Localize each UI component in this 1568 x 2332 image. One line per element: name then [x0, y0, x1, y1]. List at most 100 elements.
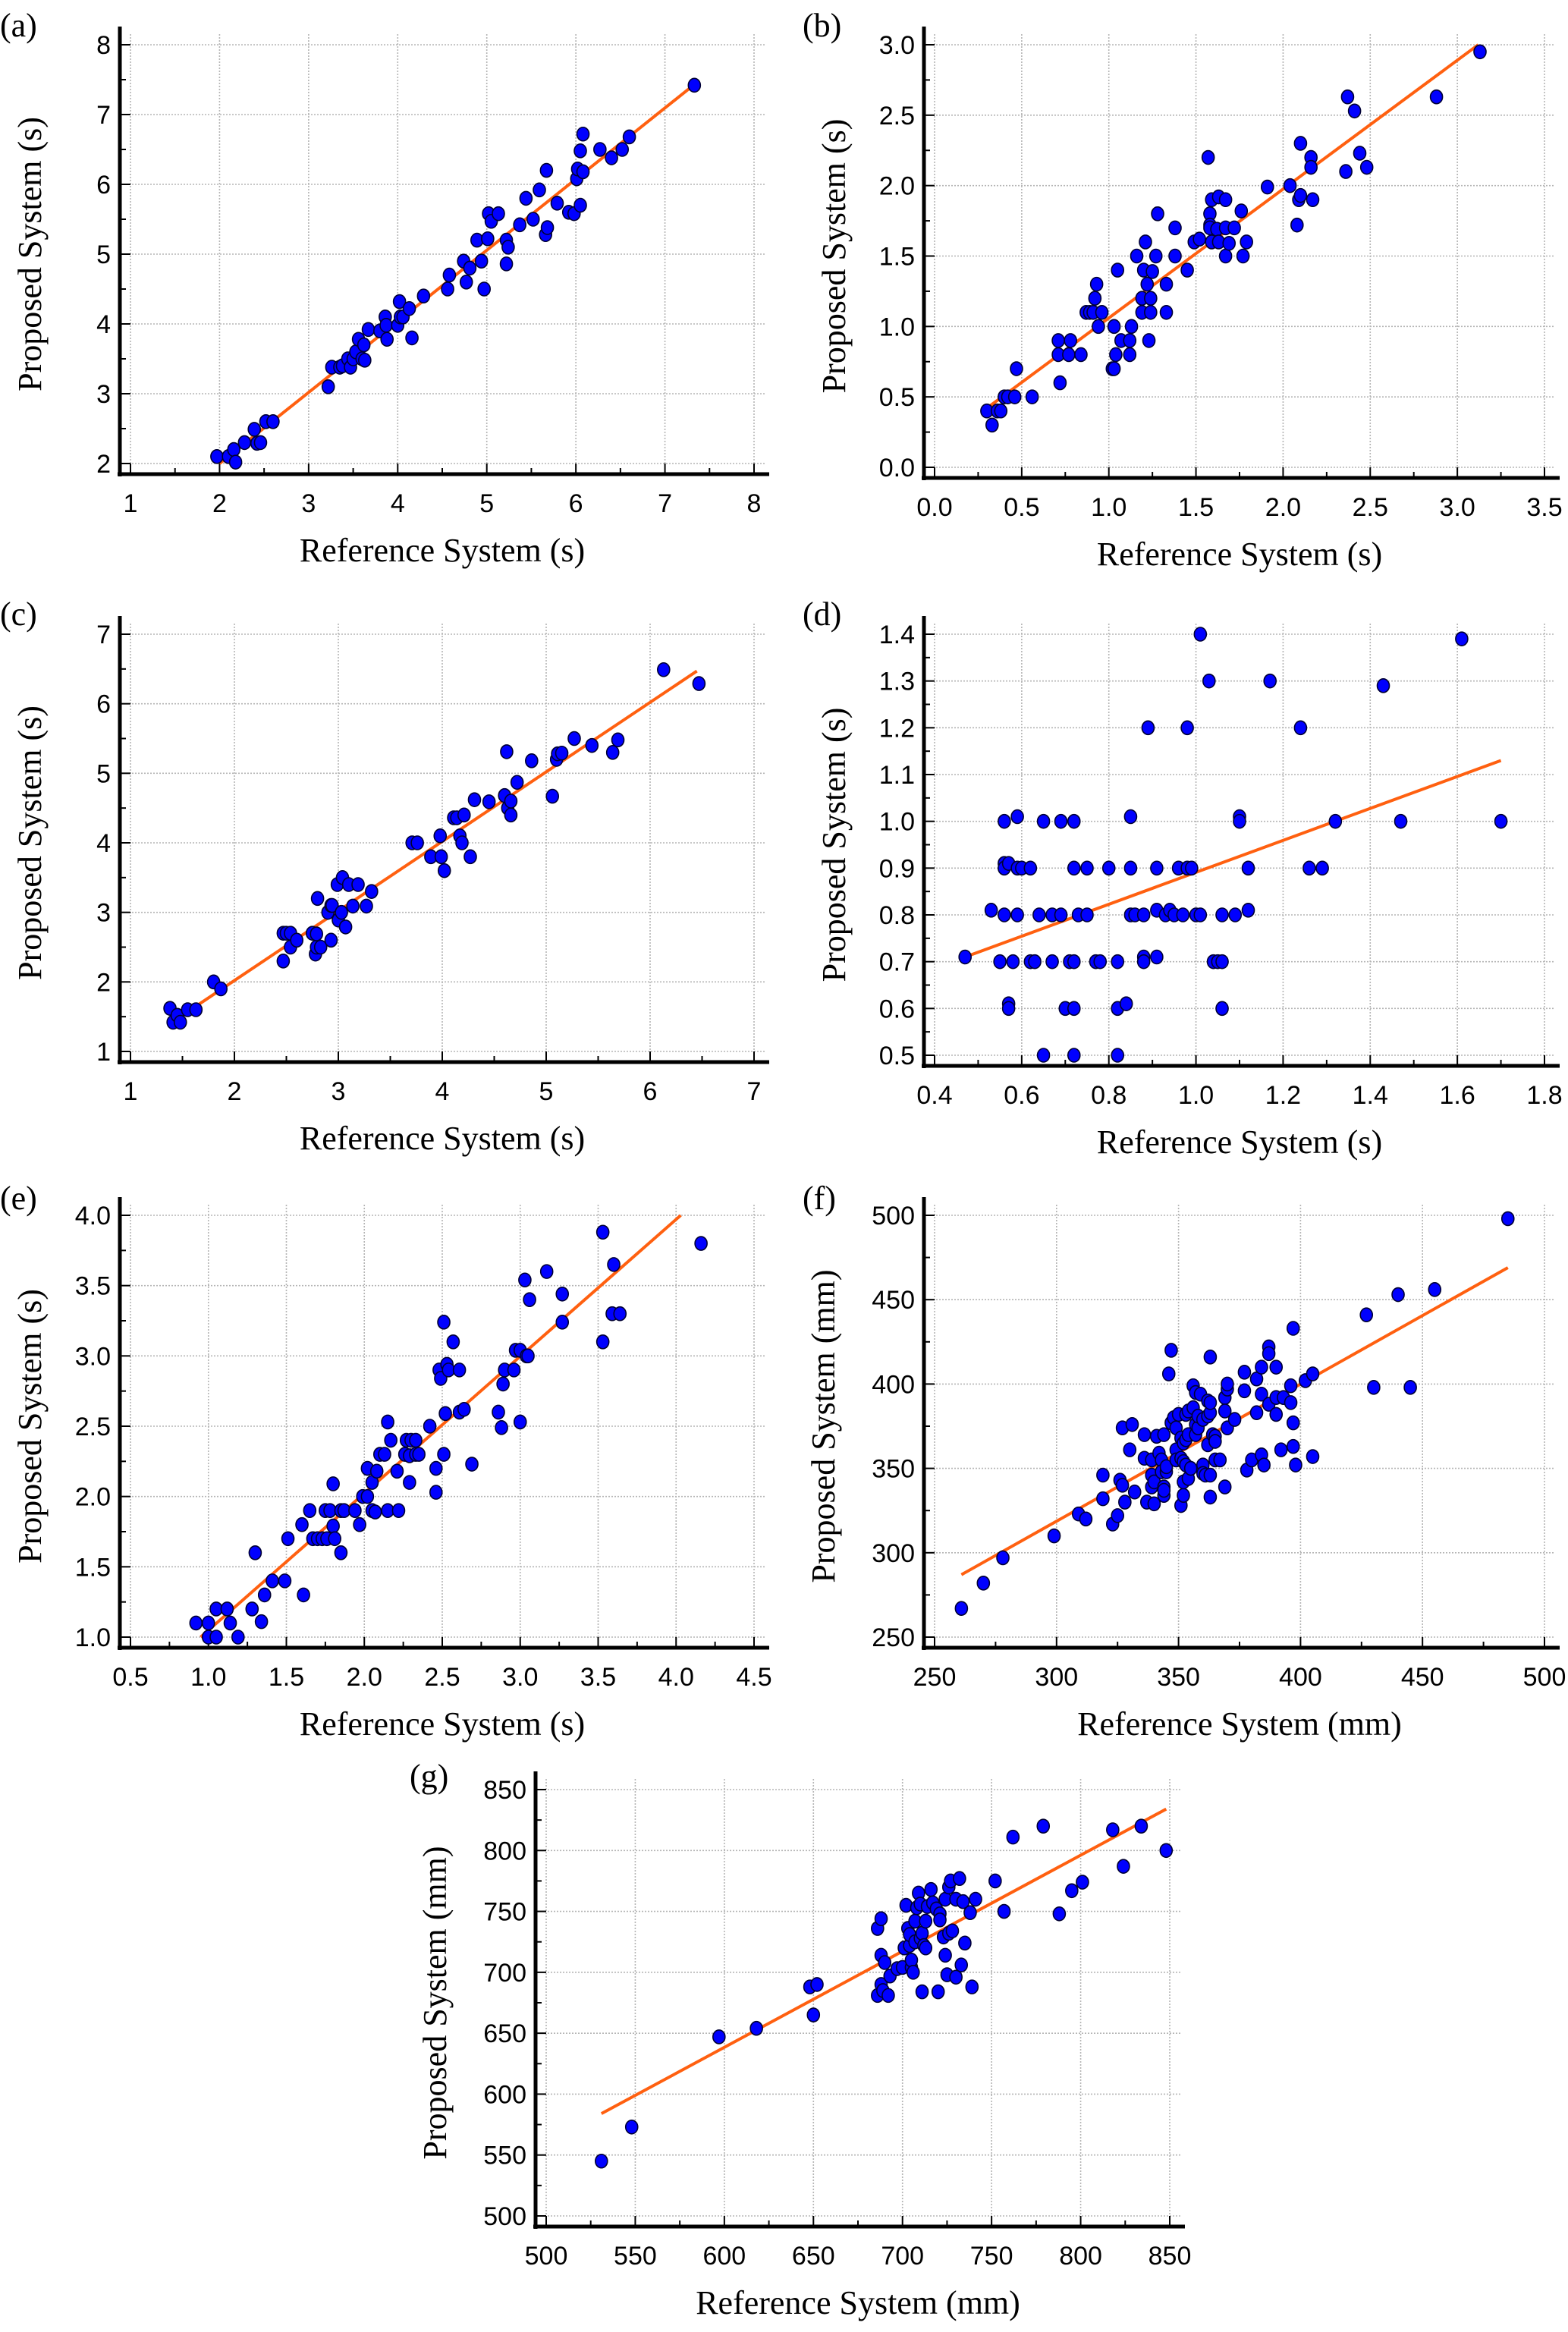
x-axis-title: Reference System (s)	[1097, 536, 1382, 573]
y-tick-label: 3	[96, 899, 111, 928]
data-point	[1074, 347, 1088, 363]
data-point	[459, 274, 473, 290]
x-tick-label: 5	[539, 1077, 554, 1106]
data-point	[248, 1545, 262, 1560]
data-point	[1141, 720, 1155, 736]
data-point	[1065, 1883, 1079, 1899]
data-point	[576, 126, 590, 142]
x-tick-label: 2.0	[1265, 493, 1301, 522]
x-axis-title: Reference System (s)	[300, 532, 585, 569]
data-point	[622, 129, 636, 145]
data-point	[1119, 996, 1133, 1011]
data-point	[996, 1550, 1010, 1566]
y-tick-label: 3.5	[75, 1272, 111, 1301]
data-point	[405, 330, 419, 346]
data-point	[1106, 1822, 1120, 1837]
y-tick-label: 450	[872, 1286, 915, 1315]
data-point	[201, 1615, 215, 1631]
x-tick-label: 4.0	[658, 1663, 694, 1692]
data-point	[1240, 234, 1253, 250]
data-point	[1283, 178, 1297, 193]
data-point	[1111, 1508, 1124, 1523]
data-point	[1260, 179, 1274, 195]
x-tick-label: 3.0	[1440, 493, 1475, 522]
data-point	[1092, 319, 1105, 335]
panel-label: (g)	[410, 1758, 448, 1795]
data-point	[1142, 333, 1156, 348]
y-axis-title: Proposed System (s)	[815, 708, 853, 982]
data-point	[1109, 347, 1123, 363]
data-point	[1221, 1376, 1234, 1392]
data-point	[521, 1348, 535, 1364]
data-point	[228, 454, 243, 470]
data-point	[1286, 1415, 1300, 1431]
panel-label: (d)	[803, 596, 841, 633]
data-point	[237, 435, 252, 451]
x-axis-title: Reference System (s)	[300, 1120, 585, 1157]
data-point	[360, 898, 373, 914]
x-tick-label: 0.4	[916, 1081, 952, 1110]
regression-line	[171, 669, 698, 1024]
data-point	[605, 150, 618, 165]
y-tick-label: 3	[96, 380, 111, 409]
y-tick-label: 4	[96, 310, 111, 339]
data-point	[465, 1457, 479, 1472]
x-tick-label: 700	[881, 2242, 924, 2271]
data-point	[687, 77, 702, 93]
data-point	[290, 932, 304, 948]
scatter-panel-d: 0.4 0.6 0.8 1.0 1.2 1.4 1.6 1.8 0.5 0.6 0.7 0.8 0.9 1…	[803, 596, 1563, 1161]
data-point	[1096, 1491, 1110, 1507]
data-point	[954, 1957, 969, 1973]
data-point	[985, 417, 999, 433]
data-point	[1429, 89, 1444, 105]
data-point	[357, 337, 371, 353]
data-point	[1123, 1442, 1137, 1457]
data-point	[1293, 136, 1308, 151]
data-point	[390, 1463, 404, 1479]
x-tick-label: 650	[792, 2242, 835, 2271]
panel-label: (a)	[0, 7, 37, 44]
data-point	[1118, 1494, 1132, 1510]
data-point	[949, 1969, 963, 1985]
data-point	[1340, 89, 1355, 105]
data-point	[381, 1414, 394, 1430]
data-point	[593, 142, 607, 157]
data-point	[1286, 1321, 1300, 1336]
data-point	[1159, 1843, 1174, 1859]
data-point	[945, 1923, 960, 1939]
scatter-panel-c: 1 2 3 4 5 6 7 1 2 3 4 5 6 7 Reference System (s) Propos…	[0, 596, 769, 1157]
data-point	[214, 981, 228, 997]
data-point	[525, 753, 539, 768]
data-point	[1304, 159, 1318, 175]
y-tick-label: 0.9	[879, 854, 915, 883]
data-point	[442, 267, 457, 283]
y-tick-label: 2.5	[879, 102, 915, 130]
data-point	[1293, 720, 1308, 736]
x-tick-label: 6	[643, 1077, 658, 1106]
y-tick-label: 850	[483, 1776, 526, 1805]
data-point	[1025, 389, 1039, 404]
data-point	[998, 813, 1011, 829]
data-point	[1203, 1395, 1218, 1410]
x-axis-title: Reference System (s)	[300, 1705, 585, 1743]
data-point	[1192, 231, 1206, 247]
data-point	[1159, 1459, 1174, 1475]
x-tick-label: 1.5	[269, 1663, 304, 1692]
data-point	[585, 737, 599, 753]
data-point	[510, 775, 524, 790]
data-point	[540, 220, 555, 235]
data-point	[615, 142, 630, 157]
data-point	[810, 1977, 824, 1992]
data-point	[429, 1485, 443, 1500]
data-point	[1227, 1412, 1242, 1427]
data-point	[1062, 347, 1076, 363]
data-point	[1089, 276, 1104, 292]
data-point	[368, 1504, 382, 1520]
x-tick-label: 6	[569, 489, 583, 518]
data-point	[1080, 907, 1094, 922]
data-point	[310, 891, 325, 907]
y-tick-label: 650	[483, 2019, 526, 2048]
data-point	[1177, 1488, 1190, 1503]
data-point	[1136, 954, 1151, 970]
panel-label: (c)	[0, 596, 37, 633]
